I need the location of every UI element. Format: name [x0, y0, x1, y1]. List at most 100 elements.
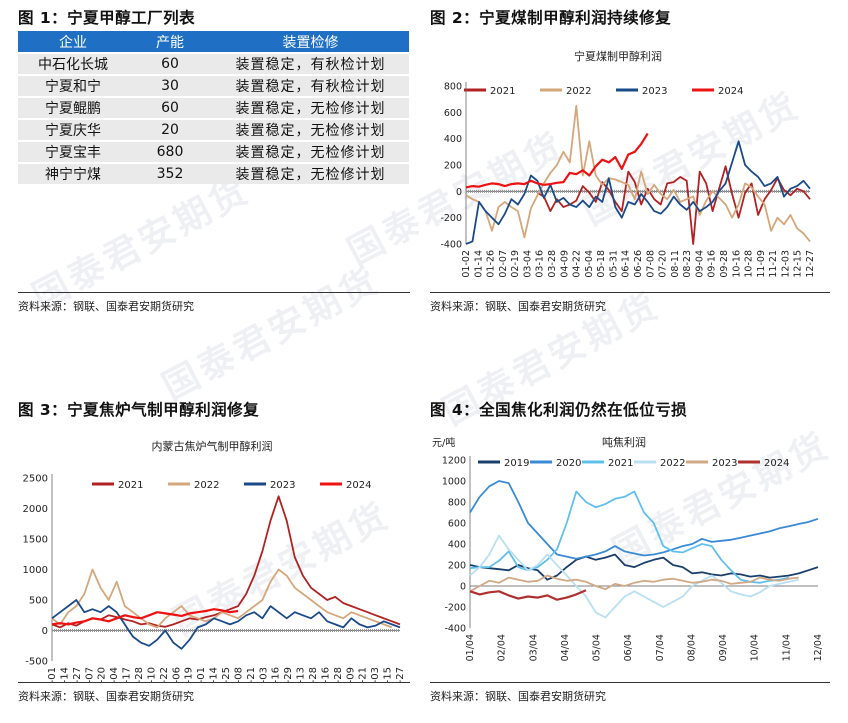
table-row: 神宁宁煤 352 装置稳定，无检修计划 [18, 162, 409, 184]
x-tick-label: 10/04 [750, 634, 761, 661]
y-tick-label: 1000 [442, 477, 466, 488]
legend-label: 2022 [566, 86, 591, 97]
x-tick-label: 06-26 [633, 250, 644, 278]
y-tick-label: 400 [444, 134, 462, 145]
table-row: 宁夏庆华 20 装置稳定，无检修计划 [18, 118, 409, 141]
x-tick-label: 11-21 [358, 667, 369, 682]
x-tick-label: 06-14 [209, 667, 220, 682]
x-tick-label: 06/04 [623, 634, 634, 661]
x-tick-label: 08-16 [271, 667, 282, 682]
chart-title: 内蒙古焦炉气制甲醇利润 [152, 439, 273, 453]
figure-3-rule [18, 682, 410, 683]
y-tick-label: 200 [444, 161, 462, 172]
figure-4-source: 资料来源：钢联、国泰君安期货研究 [430, 690, 606, 703]
x-tick-label: 02-19 [510, 250, 521, 278]
legend-label: 2023 [270, 480, 295, 491]
series-line-2024 [51, 608, 239, 626]
x-tick-label: 05-04 [584, 250, 595, 278]
x-tick-label: 04-22 [572, 250, 583, 278]
x-tick-label: 08-23 [682, 250, 693, 278]
series-line-2020 [469, 480, 819, 560]
x-tick-label: 12-03 [780, 250, 791, 278]
table-row: 中石化长城 60 装置稳定，有秋检计划 [18, 52, 409, 75]
x-tick-label: 06-14 [621, 250, 632, 278]
x-tick-label: 09-04 [694, 250, 705, 278]
table-cell: 装置稳定，无检修计划 [212, 96, 409, 119]
x-tick-label: 03/04 [528, 634, 539, 661]
x-tick-label: 07-08 [233, 667, 244, 682]
series-line-2022 [465, 104, 811, 242]
x-tick-label: 05-18 [596, 250, 607, 278]
x-tick-label: 12-27 [395, 667, 406, 682]
x-tick-label: 12-03 [370, 667, 381, 682]
x-tick-label: 03-17 [122, 667, 133, 682]
x-tick-label: 11-09 [345, 667, 356, 682]
table-cell: 装置稳定，有秋检计划 [212, 74, 409, 97]
table-cell: 宁夏宝丰 [18, 140, 128, 163]
x-tick-label: 03-28 [134, 667, 145, 682]
x-tick-label: 04-09 [559, 250, 570, 278]
y-tick-label: 800 [444, 82, 462, 93]
y-tick-label: 1200 [442, 456, 466, 467]
x-tick-label: 10-28 [333, 667, 344, 682]
table-cell: 30 [128, 74, 212, 97]
x-tick-label: 07-08 [645, 250, 656, 278]
x-tick-label: 12-15 [383, 667, 394, 682]
table-cell: 装置稳定，无检修计划 [212, 118, 409, 141]
series-line-2022 [51, 568, 393, 629]
x-tick-label: 05/04 [592, 634, 603, 661]
x-tick-label: 05-06 [171, 667, 182, 682]
y-tick-label: 400 [448, 540, 466, 551]
x-tick-label: 09-28 [308, 667, 319, 682]
chart-coking-profit: 吨焦利润 元/吨 2019 2020 2021 2022 2023 2024 1200 1000 8… [432, 435, 824, 661]
chart-coke-oven-gas-methanol: 内蒙古焦炉气制甲醇利润 2021 2022 2023 2024 2500 2000 1500 1… [23, 439, 406, 682]
legend-label: 2024 [346, 480, 371, 491]
y-tick-label: 0 [42, 626, 48, 637]
y-tick-label: 1000 [23, 565, 48, 576]
table-cell: 680 [128, 140, 212, 163]
legend-label: 2023 [712, 458, 737, 469]
x-tick-label: 09-28 [719, 250, 730, 278]
x-tick-label: 08/04 [686, 634, 697, 661]
series-line-2024 [469, 589, 587, 601]
legend-label: 2022 [660, 458, 685, 469]
x-tick-label: 09-16 [707, 250, 718, 278]
table-cell: 宁夏鲲鹏 [18, 96, 128, 119]
y-tick-label: -200 [440, 213, 462, 224]
x-tick-label: 01-14 [59, 667, 70, 682]
y-tick-label: 1500 [23, 535, 48, 546]
figure-3-title: 图 3：宁夏焦炉气制甲醇利润修复 [18, 401, 260, 419]
legend-label: 2021 [118, 480, 143, 491]
x-tick-label: 01/04 [465, 634, 476, 661]
table-header-cell: 产能 [128, 31, 212, 53]
x-tick-label: 07-20 [658, 250, 669, 278]
series-line-2023 [51, 599, 401, 650]
x-tick-label: 08-11 [670, 250, 681, 278]
table-header-cell: 企业 [18, 31, 128, 53]
x-tick-label: 12-15 [793, 250, 804, 278]
x-tick-label: 01-14 [473, 250, 484, 278]
y-tick-label: -400 [440, 240, 462, 251]
x-tick-label: 07/04 [655, 634, 666, 661]
table-cell: 宁夏庆华 [18, 118, 128, 141]
x-tick-label: 03-16 [535, 250, 546, 278]
y-axis-label: 元/吨 [432, 436, 455, 449]
figure-2-source: 资料来源：钢联、国泰君安期货研究 [430, 300, 606, 313]
legend-label: 2021 [608, 458, 633, 469]
chart-title: 吨焦利润 [602, 435, 646, 449]
series-line-2019 [469, 553, 819, 581]
table-row: 宁夏宝丰 680 装置稳定，无检修计划 [18, 140, 409, 163]
x-tick-label: 10-16 [320, 667, 331, 682]
table-row: 宁夏鲲鹏 60 装置稳定，无检修计划 [18, 96, 409, 119]
x-tick-label: 08-29 [283, 667, 294, 682]
y-tick-label: -200 [444, 603, 466, 614]
x-tick-label: 02-07 [84, 667, 95, 682]
watermark: 国泰君安期货 [156, 259, 388, 409]
table-header-row: 企业 产能 装置检修 [18, 31, 409, 53]
x-tick-label: 03-04 [522, 250, 533, 278]
table-cell: 装置稳定，有秋检计划 [212, 52, 409, 75]
x-tick-label: 08-03 [258, 667, 269, 682]
x-tick-label: 02-07 [498, 250, 509, 278]
x-tick-label: 02-20 [97, 667, 108, 682]
y-tick-label: 600 [448, 519, 466, 530]
